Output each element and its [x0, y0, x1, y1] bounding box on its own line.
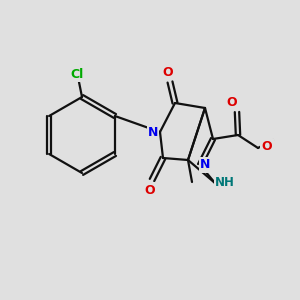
Text: O: O: [262, 140, 272, 154]
Text: O: O: [145, 184, 155, 196]
Text: O: O: [163, 65, 173, 79]
Text: N: N: [148, 125, 158, 139]
Text: O: O: [227, 95, 237, 109]
Text: N: N: [200, 158, 210, 172]
Text: NH: NH: [215, 176, 235, 190]
Text: Cl: Cl: [70, 68, 84, 80]
